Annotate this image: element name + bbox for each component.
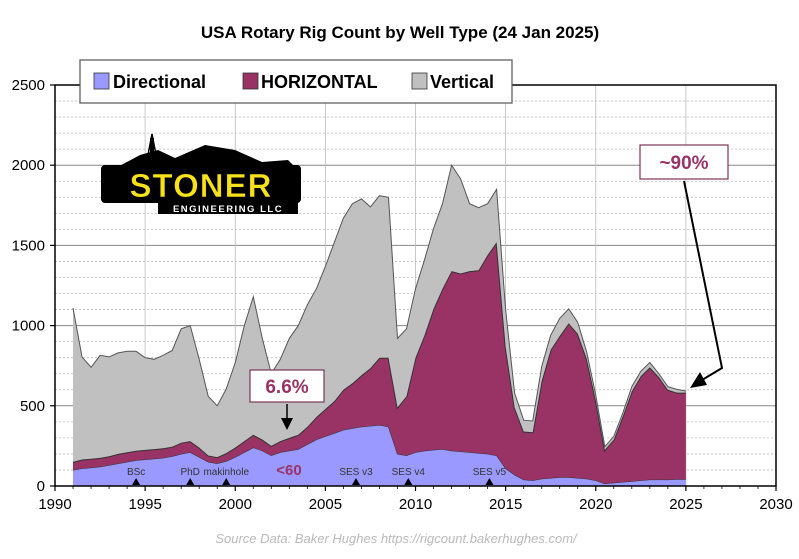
source-note: Source Data: Baker Hughes https://rigcou…	[215, 531, 578, 546]
callout-horizontal-share-2003: 6.6% <60	[249, 369, 325, 479]
series-edge-vertical	[72, 163, 686, 448]
arrow-pointer-icon	[690, 372, 707, 388]
legend-box	[79, 59, 513, 104]
y-tick-label: 0	[37, 478, 45, 495]
x-tick-label: 2025	[669, 496, 702, 513]
callout-90-percent: ~90%	[659, 153, 708, 174]
y-tick-label: 1000	[12, 318, 45, 335]
event-marker-icon	[485, 478, 494, 485]
event-marker-label: SES v5	[473, 467, 507, 478]
callout-below-60: <60	[276, 462, 301, 479]
chart-title: USA Rotary Rig Count by Well Type (24 Ja…	[201, 23, 599, 42]
logo-plate	[101, 165, 301, 203]
stoner-engineering-logo: STONER ENGINEERING LLC	[101, 133, 301, 215]
arrow-down-icon	[281, 418, 293, 430]
event-marker-icon	[222, 478, 231, 485]
x-tick-label: 2015	[489, 496, 522, 513]
legend-swatch-vertical	[411, 72, 428, 90]
legend-label-vertical: Vertical	[430, 72, 494, 92]
legend-swatch-directional	[93, 72, 110, 90]
event-marker-label: PhD	[180, 467, 199, 478]
y-tick-label: 2000	[12, 157, 45, 174]
legend-swatch-horizontal	[242, 72, 259, 90]
x-tick-label: 2000	[219, 496, 252, 513]
event-marker-icon	[352, 478, 361, 485]
legend: Directional HORIZONTAL Vertical	[79, 59, 513, 104]
logo-rig-icon	[150, 138, 154, 160]
event-marker-icon	[404, 478, 413, 485]
x-tick-label: 1995	[128, 496, 161, 513]
area-directional	[73, 425, 686, 486]
logo-tagline-plate	[158, 202, 298, 214]
x-tick-label: 2030	[759, 496, 792, 513]
callout-6-6-percent: 6.6%	[265, 377, 308, 398]
event-marker-label: SES v4	[392, 467, 426, 478]
legend-label-horizontal: HORIZONTAL	[261, 72, 378, 92]
event-marker-icon	[132, 478, 141, 485]
area-vertical	[73, 165, 686, 462]
event-marker-label: BSc	[127, 467, 145, 478]
area-horizontal	[73, 242, 686, 484]
x-tick-label: 2010	[399, 496, 432, 513]
logo-wordmark: STONER	[130, 167, 273, 204]
event-marker-label: SES v3	[339, 467, 373, 478]
callout-horizontal-share-2025: ~90%	[639, 144, 729, 388]
event-marker-label: makinhole	[203, 467, 249, 478]
x-tick-label: 2005	[309, 496, 342, 513]
event-markers: BSc PhD makinhole SES v3 SES v4 SES v5	[127, 467, 507, 485]
y-tick-label: 500	[20, 398, 45, 415]
callout-box-90	[639, 144, 729, 180]
x-tick-label: 1990	[38, 496, 71, 513]
x-tick-label: 2020	[579, 496, 612, 513]
y-tick-label: 1500	[12, 237, 45, 254]
logo-tagline: ENGINEERING LLC	[173, 204, 283, 215]
stacked-areas	[72, 163, 686, 486]
y-tick-label: 2500	[12, 77, 45, 94]
callout-box-6-6	[249, 369, 325, 403]
legend-label-directional: Directional	[113, 72, 206, 92]
event-marker-icon	[186, 478, 195, 485]
